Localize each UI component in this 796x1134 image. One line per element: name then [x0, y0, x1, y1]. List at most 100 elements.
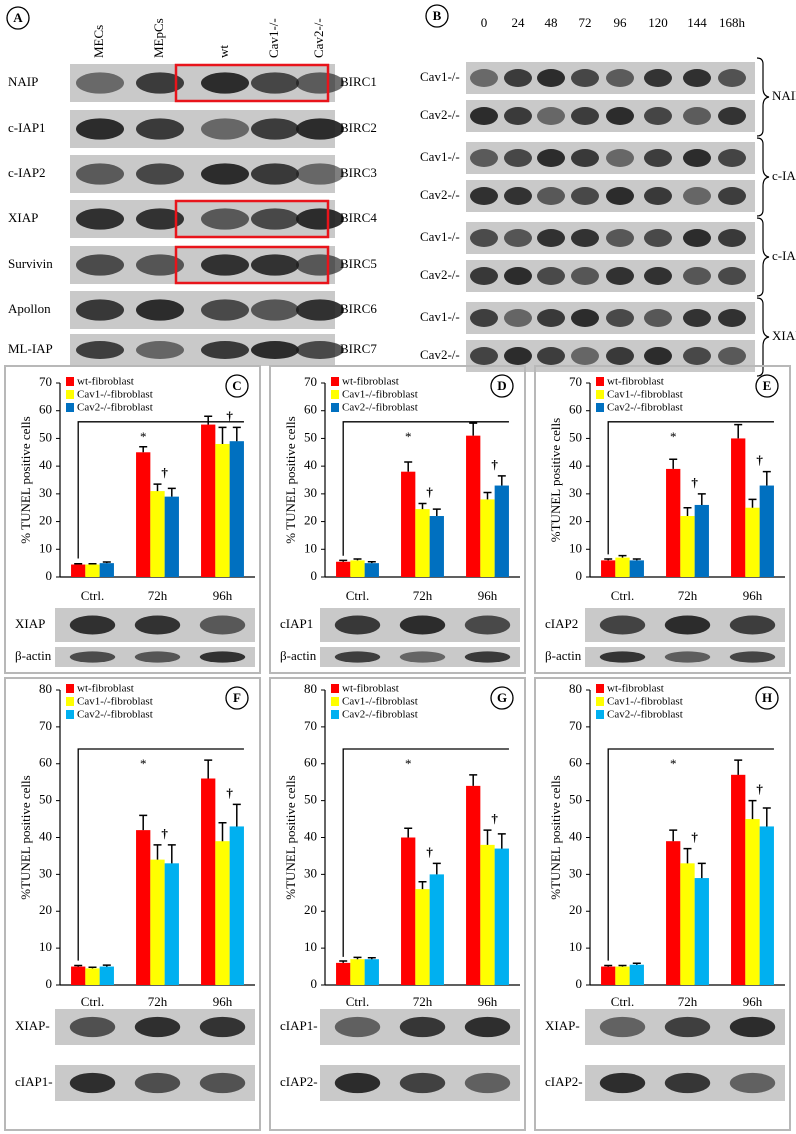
error-bar: [734, 423, 743, 439]
row-label: Cav2-/-: [420, 267, 460, 282]
blot-band: [201, 118, 249, 140]
y-tick-label: 30: [304, 485, 317, 500]
dagger-mark: †: [491, 457, 498, 472]
blot-band: [199, 1072, 246, 1094]
bar: [401, 471, 416, 577]
significance-bracket: [77, 748, 244, 961]
y-tick-label: 30: [569, 865, 582, 880]
bar: [201, 778, 216, 985]
x-tick-label: 96h: [213, 994, 233, 1009]
x-tick-label: Ctrl.: [346, 994, 369, 1009]
blot-label: cIAP1: [280, 616, 313, 631]
bar: [480, 499, 495, 577]
legend-swatch: [331, 403, 339, 412]
panel-label: H: [762, 690, 772, 705]
blot-band: [334, 615, 381, 635]
y-tick-label: 20: [304, 513, 317, 528]
legend-label: Cav1-/-fibroblast: [77, 389, 153, 401]
x-tick-label: Ctrl.: [81, 994, 104, 1009]
highlight-box: [174, 199, 330, 239]
bar: [694, 878, 709, 985]
error-bar: [404, 827, 413, 838]
y-axis-label: %TUNEL positive cells: [18, 775, 33, 899]
bar: [629, 560, 644, 577]
legend-swatch: [66, 403, 74, 412]
y-tick-label: 20: [39, 513, 52, 528]
blot-label: cIAP1-: [15, 1074, 53, 1089]
gene-label: BIRC7: [340, 341, 377, 356]
bar: [229, 826, 244, 985]
panel-badge: [225, 686, 249, 710]
error-bar: [618, 554, 627, 558]
blot-band: [644, 347, 672, 365]
x-tick-label: Ctrl.: [611, 588, 634, 603]
error-bar: [604, 558, 613, 561]
significance-mark: *: [670, 429, 677, 444]
blot-band: [537, 187, 565, 205]
x-tick-label: 72h: [148, 588, 168, 603]
protein-label: XIAP: [8, 210, 38, 225]
bar: [364, 563, 379, 577]
y-tick-label: 60: [304, 402, 317, 417]
panel-frame: [4, 365, 261, 674]
y-axis-label: %TUNEL positive cells: [548, 775, 563, 899]
error-bar: [353, 956, 362, 960]
blot-band: [136, 254, 184, 276]
blot-band: [683, 107, 711, 125]
bar: [666, 468, 681, 577]
panel-badge: [225, 374, 249, 398]
blot-band: [606, 309, 634, 327]
significance-mark: *: [405, 756, 412, 771]
y-axis-label: % TUNEL positive cells: [283, 416, 298, 543]
blot-band: [718, 309, 746, 327]
bar: [680, 516, 695, 577]
y-tick-label: 20: [569, 513, 582, 528]
bar: [164, 863, 179, 985]
blot-band: [718, 267, 746, 285]
dagger-mark: †: [426, 485, 433, 500]
blot-band: [644, 149, 672, 167]
group-label: c-IAP1: [772, 168, 796, 183]
error-bar: [339, 960, 348, 963]
blot-band: [729, 1072, 776, 1094]
bar: [615, 557, 630, 577]
error-bar: [697, 862, 706, 879]
y-tick-label: 10: [304, 540, 317, 555]
blot-band: [606, 187, 634, 205]
bar: [680, 863, 695, 985]
blot-band: [76, 208, 124, 230]
row-label: Cav1-/-: [420, 229, 460, 244]
y-tick-label: 70: [569, 374, 582, 389]
error-bar: [497, 833, 506, 849]
error-bar: [683, 847, 692, 864]
blot-band: [537, 347, 565, 365]
blot-band: [251, 72, 299, 94]
blot-band: [571, 69, 599, 87]
blot-band: [644, 229, 672, 247]
blot-band: [504, 69, 532, 87]
legend-swatch: [66, 377, 74, 386]
y-tick-label: 50: [39, 792, 52, 807]
blot-band: [470, 229, 498, 247]
dagger-mark: †: [161, 826, 168, 841]
y-tick-label: 70: [569, 718, 582, 733]
legend-swatch: [596, 710, 604, 719]
y-tick-label: 30: [569, 485, 582, 500]
blot-band: [251, 208, 299, 230]
y-tick-label: 10: [39, 939, 52, 954]
blot-band: [599, 1016, 646, 1038]
blot-band: [136, 163, 184, 185]
error-bar: [669, 829, 678, 842]
brace: [756, 217, 770, 297]
blot-band: [599, 615, 646, 635]
significance-bracket: [77, 421, 244, 559]
legend-label: Cav2-/-fibroblast: [342, 709, 418, 721]
gene-label: BIRC2: [340, 120, 377, 135]
panel-label: B: [433, 8, 442, 23]
error-bar: [232, 426, 241, 442]
bar: [136, 830, 151, 985]
legend-swatch: [331, 377, 339, 386]
blot-band: [69, 651, 116, 663]
bar: [164, 496, 179, 577]
y-tick-label: 10: [569, 540, 582, 555]
